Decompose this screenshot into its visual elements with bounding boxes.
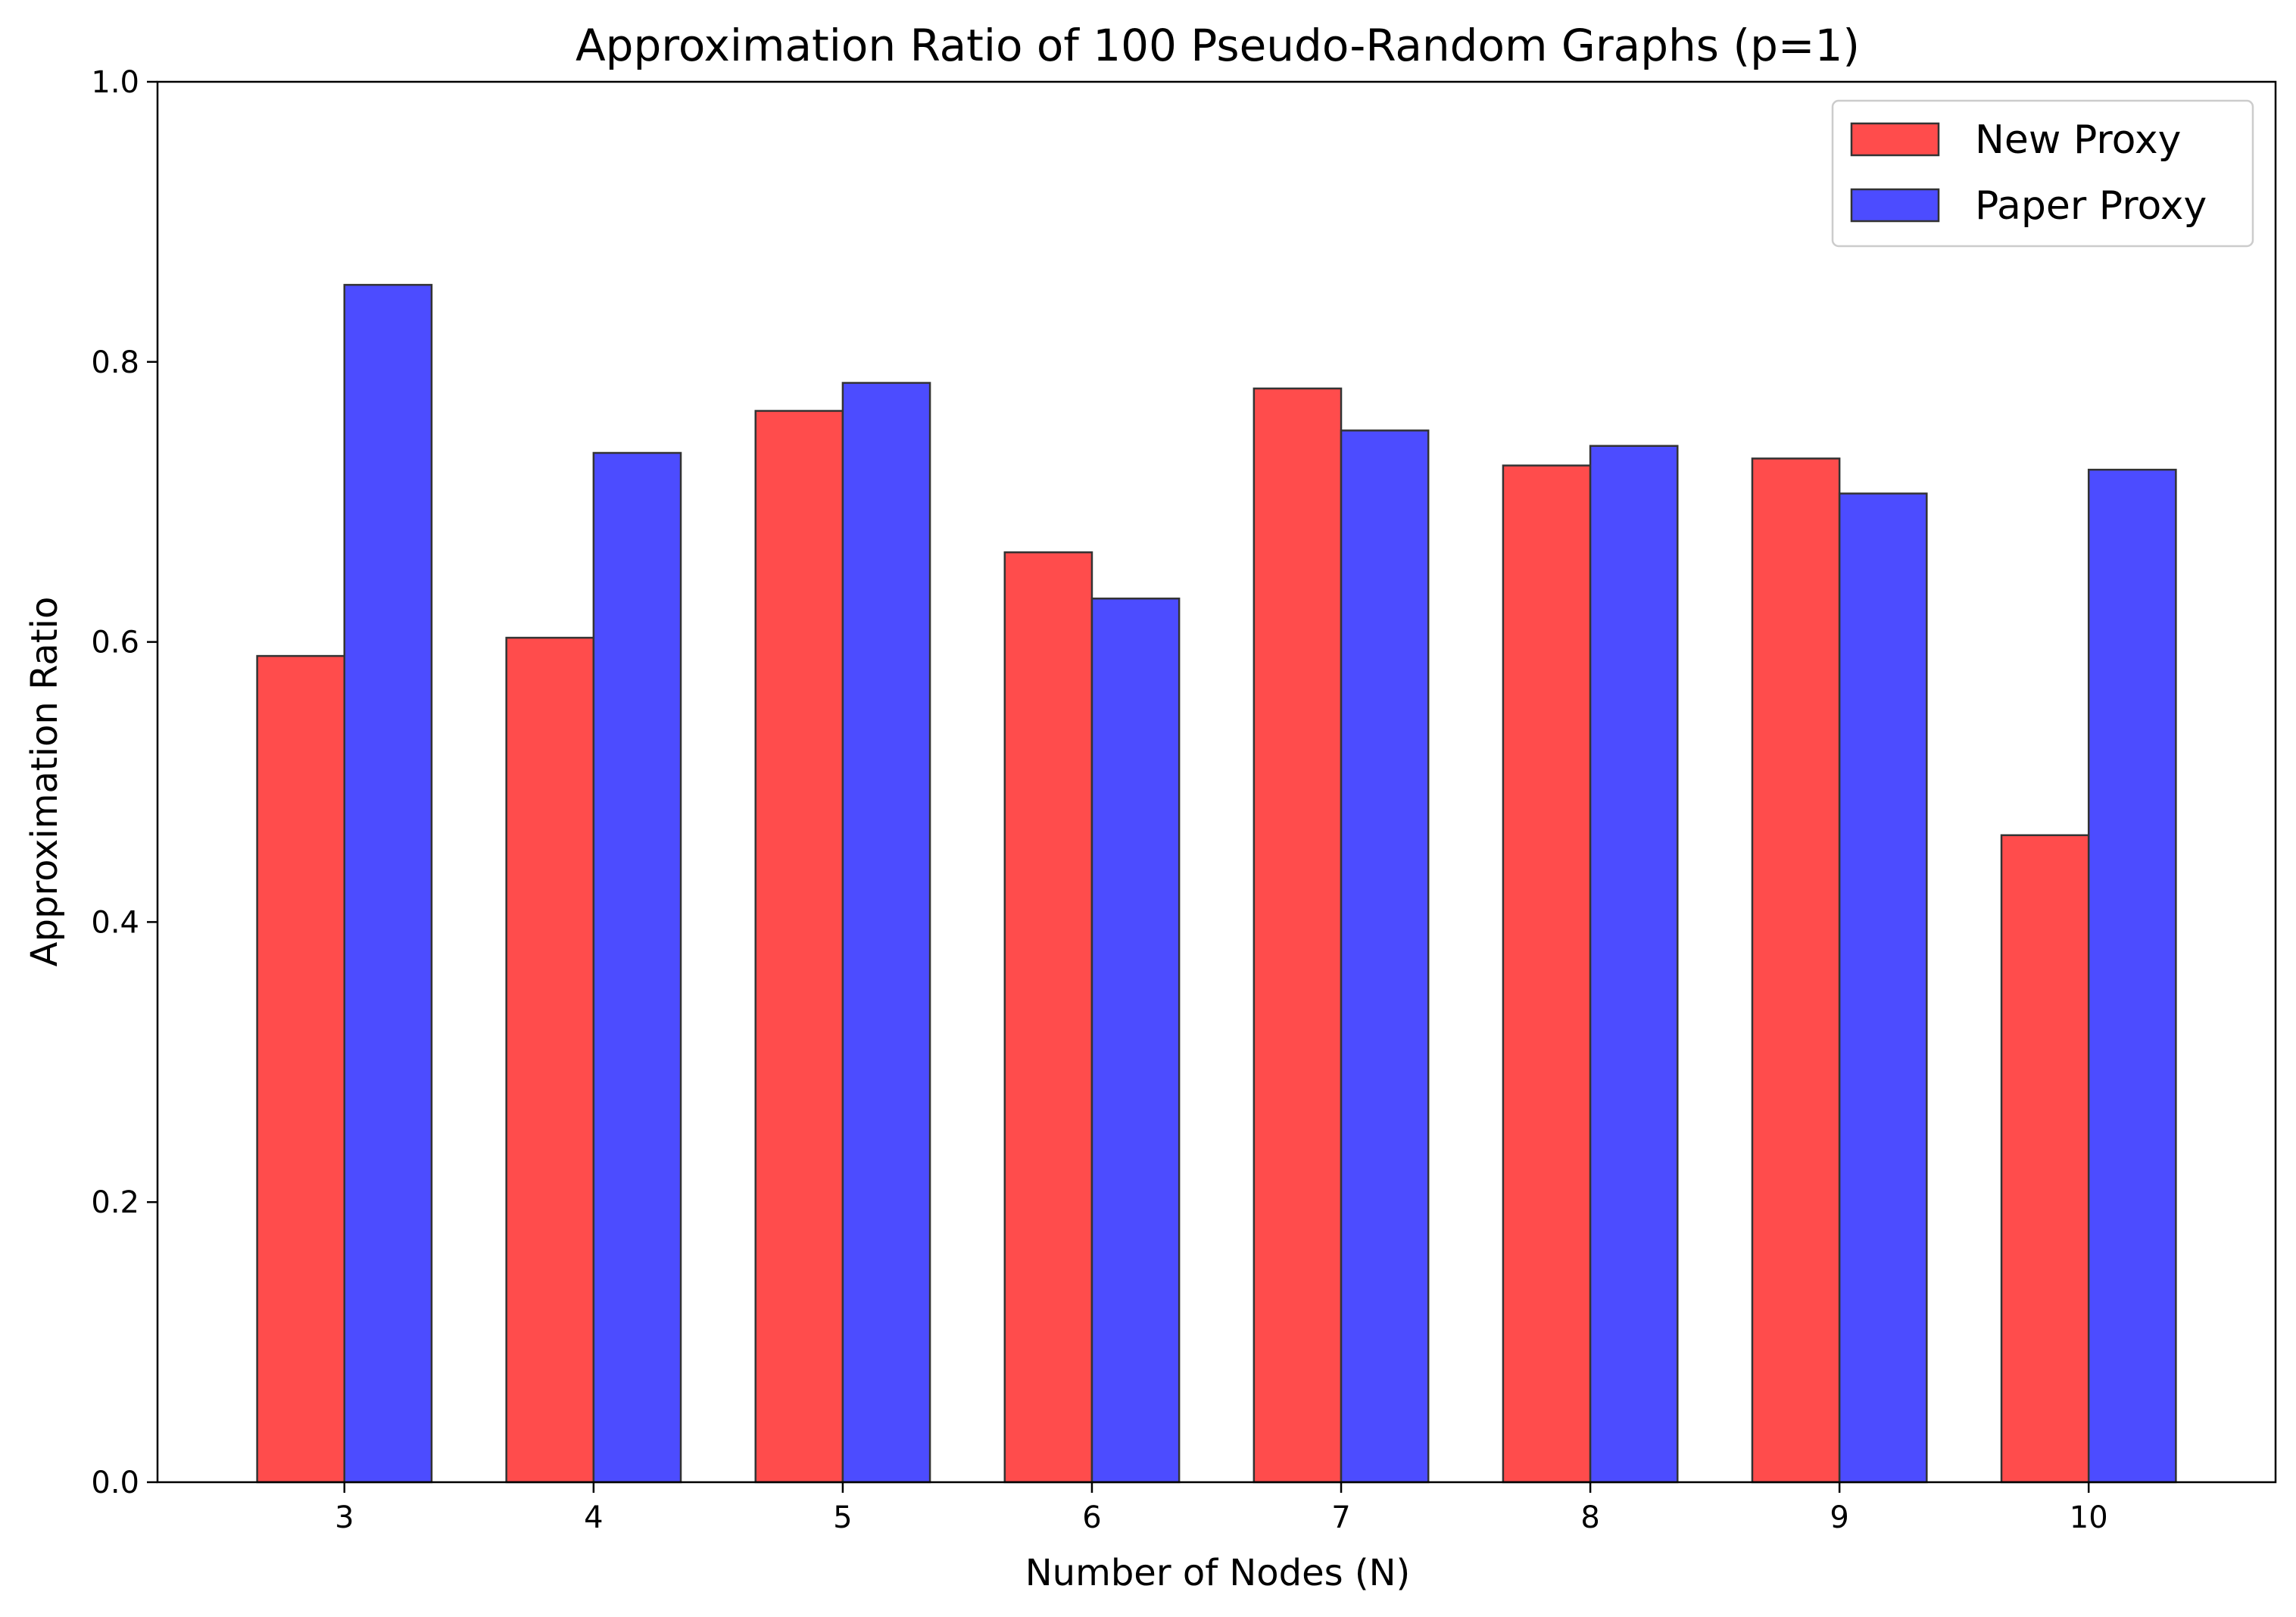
- y-axis-title: Approximation Ratio: [23, 597, 66, 967]
- y-tick-label: 0.2: [91, 1185, 139, 1220]
- bars-group: [256, 283, 2177, 1484]
- legend: New Proxy Paper Proxy: [1831, 99, 2254, 248]
- chart-title: Approximation Ratio of 100 Pseudo-Random…: [576, 20, 1860, 71]
- x-tick-label: 4: [584, 1500, 603, 1535]
- bar-new-proxy-n6: [1003, 551, 1093, 1484]
- bar-paper-proxy-n10: [2087, 468, 2177, 1484]
- y-tick-label: 1.0: [91, 65, 139, 100]
- bar-paper-proxy-n8: [1589, 445, 1679, 1484]
- y-tick-label: 0.0: [91, 1466, 139, 1500]
- bar-new-proxy-n4: [505, 636, 595, 1484]
- bar-paper-proxy-n5: [841, 382, 931, 1484]
- x-axis-title: Number of Nodes (N): [1025, 1552, 1411, 1594]
- legend-label-paper-proxy: Paper Proxy: [1975, 183, 2207, 229]
- bar-paper-proxy-n4: [592, 451, 682, 1484]
- x-tick-label: 10: [2070, 1500, 2108, 1535]
- bar-new-proxy-n8: [1502, 464, 1592, 1484]
- x-tick-label: 6: [1082, 1500, 1101, 1535]
- legend-swatch-new-proxy: [1850, 122, 1940, 157]
- x-tick-label: 7: [1331, 1500, 1350, 1535]
- bar-paper-proxy-n3: [343, 283, 433, 1484]
- y-tick-label: 0.4: [91, 905, 139, 940]
- bar-paper-proxy-n7: [1340, 429, 1430, 1484]
- y-tick-label: 0.8: [91, 345, 139, 380]
- bar-new-proxy-n7: [1253, 387, 1343, 1484]
- bar-paper-proxy-n6: [1090, 598, 1181, 1484]
- bar-new-proxy-n3: [256, 654, 346, 1484]
- x-tick-label: 8: [1580, 1500, 1599, 1535]
- bar-paper-proxy-n9: [1838, 492, 1928, 1484]
- bar-new-proxy-n9: [1751, 457, 1841, 1484]
- y-axis-ticks: 0.0 0.2 0.4 0.6 0.8 1.0: [91, 65, 158, 1500]
- legend-label-new-proxy: New Proxy: [1975, 117, 2181, 163]
- x-tick-label: 9: [1830, 1500, 1848, 1535]
- x-tick-label: 3: [335, 1500, 354, 1535]
- x-axis-ticks: 3 4 5 6 7 8 9 10: [335, 1482, 2108, 1535]
- legend-swatch-paper-proxy: [1850, 188, 1940, 223]
- y-tick-label: 0.6: [91, 626, 139, 660]
- x-tick-label: 5: [833, 1500, 852, 1535]
- bar-new-proxy-n10: [2000, 834, 2090, 1484]
- bar-new-proxy-n5: [754, 410, 844, 1484]
- plot-area-frame: [156, 80, 2277, 1484]
